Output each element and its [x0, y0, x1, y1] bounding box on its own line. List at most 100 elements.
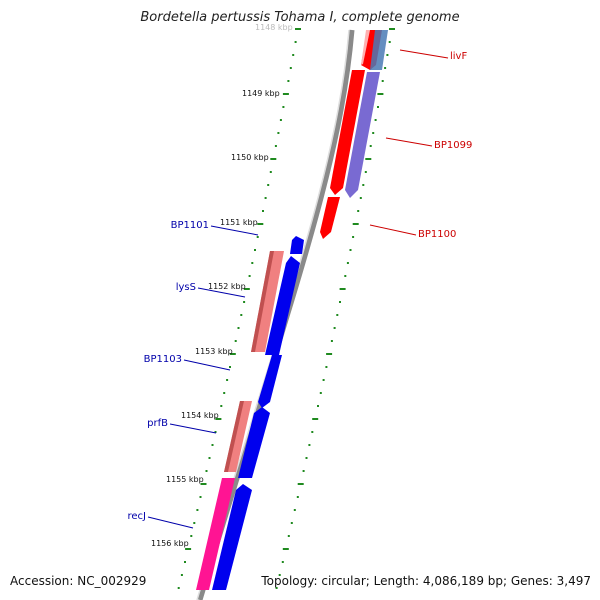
ruler-tick — [211, 444, 214, 446]
ruler-tick — [339, 288, 346, 290]
ruler-tick — [311, 431, 314, 433]
ruler-tick — [275, 587, 278, 589]
gene-label-recj: recJ — [128, 511, 147, 522]
ruler-tick — [326, 353, 333, 355]
ruler-tick — [357, 210, 360, 212]
ruler-tick — [278, 574, 281, 576]
ruler-tick — [270, 158, 277, 160]
ruler-tick — [196, 509, 199, 511]
ruler-tick — [372, 132, 375, 134]
ruler-tick — [208, 457, 211, 459]
ruler-tick — [319, 392, 322, 394]
gene-bp1103 — [258, 355, 282, 408]
ruler-tick — [282, 93, 289, 95]
gene-prfb — [238, 407, 270, 478]
ruler-tick — [374, 119, 377, 121]
gene-label-prfb: prfB — [147, 418, 168, 429]
genome-summary-text: Topology: circular; Length: 4,086,189 bp… — [261, 574, 591, 588]
tick-label-1154: 1154 kbp — [181, 411, 219, 420]
ruler-tick — [223, 392, 226, 394]
gene-livf-alt — [370, 30, 388, 70]
gene-label-lyss: lysS — [176, 282, 196, 293]
ruler-tick — [269, 171, 272, 173]
ruler-tick — [317, 405, 319, 407]
ruler-tick — [388, 41, 391, 43]
gene-bp1099-purple — [345, 72, 380, 198]
ruler-tick — [325, 366, 328, 368]
gene-label-bp1101: BP1101 — [171, 220, 209, 231]
ruler-tick — [377, 93, 384, 95]
ruler-tick — [248, 275, 251, 277]
ruler-tick — [193, 522, 196, 524]
ruler-tick — [237, 327, 240, 329]
ruler-tick — [333, 327, 336, 329]
ruler-tick — [281, 561, 284, 563]
ruler-tick — [215, 418, 222, 420]
ruler-tick — [302, 470, 305, 472]
ruler-tick — [377, 106, 379, 108]
ruler-tick — [369, 145, 372, 147]
reverse-genes — [196, 236, 304, 590]
ruler-tick — [214, 431, 217, 433]
gene-label-bp1103: BP1103 — [144, 354, 182, 365]
ruler-labels: 1148 kbp 1149 kbp 1150 kbp 1151 kbp 1152… — [151, 23, 293, 548]
tick-label-1156: 1156 kbp — [151, 539, 189, 548]
ruler-tick — [282, 548, 289, 550]
ruler-tick — [226, 379, 229, 381]
outer-ruler-dots — [177, 28, 301, 589]
gene-label-bp1100: BP1100 — [418, 229, 456, 240]
ruler-tick — [199, 496, 202, 498]
ruler-tick — [243, 288, 250, 290]
tick-label-1150: 1150 kbp — [231, 153, 269, 162]
ruler-tick — [362, 184, 365, 186]
gene-label-livf: livF — [450, 51, 467, 62]
tick-label-1151: 1151 kbp — [220, 218, 258, 227]
gene-lyss — [265, 256, 300, 355]
ruler-tick — [190, 535, 193, 537]
gene-lyss-rna-shade — [251, 251, 274, 352]
gene-bp1101 — [290, 236, 304, 254]
ruler-tick — [364, 171, 367, 173]
tick-label-1152: 1152 kbp — [208, 282, 246, 291]
ruler-tick — [264, 197, 267, 199]
left-gene-labels: BP1101 lysS BP1103 prfB recJ — [128, 220, 210, 522]
ruler-tick — [308, 444, 311, 446]
ruler-tick — [205, 470, 208, 472]
ruler-tick — [289, 67, 292, 69]
ruler-tick — [295, 28, 301, 30]
inner-ruler-dots — [275, 28, 395, 589]
ruler-tick — [293, 509, 296, 511]
genome-backbone — [197, 29, 355, 600]
ruler-tick — [297, 483, 304, 485]
ruler-tick — [254, 249, 256, 251]
ruler-tick — [294, 41, 297, 43]
ruler-tick — [282, 106, 285, 108]
left-label-leaders — [147, 225, 259, 529]
right-gene-labels: livF BP1099 BP1100 — [418, 51, 472, 240]
ruler-tick — [200, 483, 207, 485]
gene-livf-highlight — [361, 30, 370, 65]
ruler-tick — [234, 340, 237, 342]
ruler-tick — [267, 184, 270, 186]
ruler-tick — [359, 197, 362, 199]
ruler-tick — [352, 223, 359, 225]
ruler-tick — [240, 314, 243, 316]
ruler-tick — [287, 535, 290, 537]
tick-label-1149: 1149 kbp — [242, 89, 280, 98]
ruler-tick — [229, 366, 231, 368]
ruler-tick — [352, 236, 355, 238]
ruler-tick — [386, 54, 389, 56]
gene-recj-pink — [196, 478, 235, 590]
tick-label-1155: 1155 kbp — [166, 475, 204, 484]
ruler-tick — [336, 314, 339, 316]
right-label-leaders — [369, 49, 449, 236]
ruler-tick — [287, 80, 290, 82]
ruler-tick — [322, 379, 325, 381]
ruler-tick — [180, 574, 183, 576]
map-title: Bordetella pertussis Tohama I, complete … — [140, 10, 460, 25]
ruler-tick — [256, 236, 259, 238]
ruler-tick — [365, 158, 372, 160]
ruler-tick — [330, 340, 333, 342]
accession-text: Accession: NC_002929 — [10, 574, 147, 588]
